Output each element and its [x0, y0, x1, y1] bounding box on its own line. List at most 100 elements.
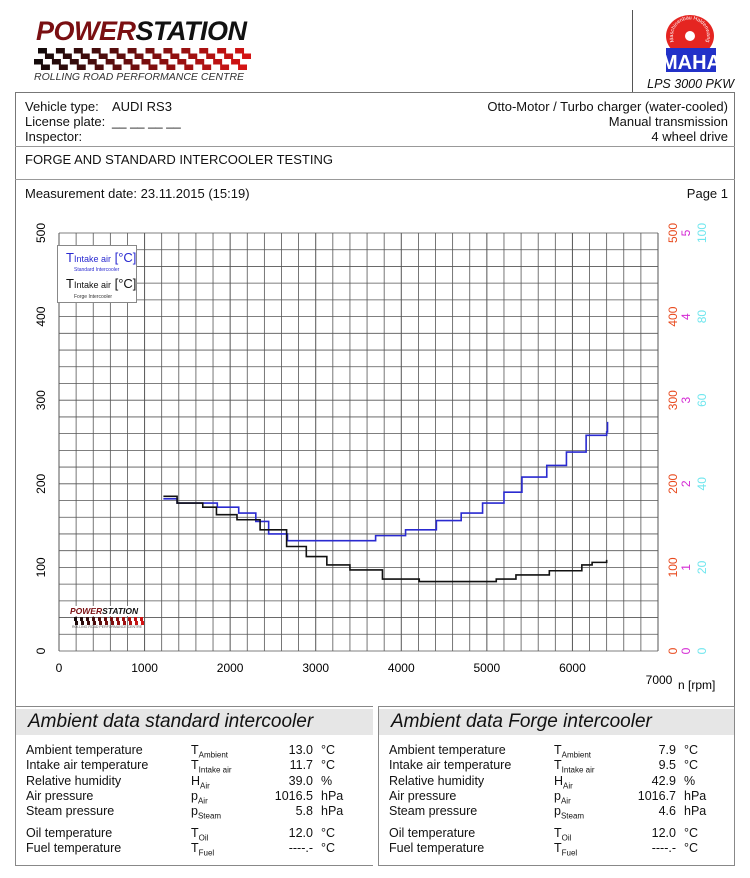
- ambient-value: 9.5: [658, 758, 676, 773]
- ambient-symbol: TFuel: [191, 841, 214, 858]
- ambient-unit: °C: [684, 825, 699, 840]
- right-axis-tick-label: 40: [695, 477, 709, 491]
- ambient-symbol: TAmbient: [191, 743, 228, 760]
- ambient-value: 5.8: [295, 804, 313, 819]
- checker-square: [202, 64, 212, 70]
- checker-square: [224, 53, 234, 59]
- maha-text: MAHA: [661, 52, 721, 74]
- checker-square: [188, 53, 198, 59]
- right-axis-tick-label: 500: [666, 223, 680, 243]
- ambient-label: Ambient temperature: [26, 743, 143, 757]
- ambient-value: ----.-: [288, 840, 313, 855]
- report-frame: [15, 92, 735, 710]
- checker-square: [217, 48, 227, 54]
- right-axis-tick-label: 60: [695, 393, 709, 407]
- ambient-unit: °C: [321, 825, 336, 840]
- checker-square: [116, 617, 119, 621]
- ambient-value: 42.9: [651, 773, 676, 788]
- ambient-row: Air pressure pAir 1016.7 hPa: [389, 789, 734, 806]
- symbol-main: H: [554, 773, 564, 788]
- checker-square: [58, 64, 68, 70]
- checker-square: [69, 59, 79, 65]
- symbol-sub: Fuel: [198, 848, 215, 858]
- y-tick-label: 0: [34, 647, 48, 654]
- inspector-label: Inspector:: [25, 129, 83, 144]
- maha-logo: Maschinenbau Haldenwang MAHA: [661, 15, 721, 74]
- ambient-label: Air pressure: [26, 788, 94, 803]
- ambient-row: Steam pressure pSteam 4.6 hPa: [389, 804, 734, 821]
- checker-square: [177, 59, 187, 65]
- checkered-flag-icon: [34, 48, 251, 70]
- checker-square: [145, 48, 155, 54]
- checker-square: [122, 617, 125, 621]
- right-axis-tick-label: 1: [679, 564, 693, 571]
- symbol-sub: Air: [560, 796, 571, 806]
- checker-square: [141, 621, 144, 625]
- checker-square: [51, 59, 61, 65]
- test-title: FORGE AND STANDARD INTERCOOLER TESTING: [25, 152, 333, 167]
- symbol-sub: Oil: [561, 833, 572, 842]
- checker-square: [74, 617, 77, 621]
- symbol-main: T: [554, 743, 562, 757]
- checker-square: [129, 621, 132, 625]
- ambient-unit: °C: [321, 758, 336, 773]
- checker-square: [163, 48, 173, 54]
- checker-square: [105, 621, 108, 625]
- x-tick-label: 4000: [388, 661, 415, 675]
- ambient-value: 39.0: [288, 773, 313, 788]
- symbol-sub: Oil: [198, 833, 209, 842]
- checker-square: [110, 617, 113, 621]
- checker-square: [80, 53, 90, 59]
- ambient-row: Fuel temperature TFuel ----.- °C: [26, 840, 373, 858]
- checker-square: [213, 59, 223, 65]
- legend-standard: TIntake air [°C]: [66, 250, 137, 265]
- symbol-main: p: [554, 788, 561, 803]
- series-line-standard-intercooler: [163, 421, 609, 542]
- ambient-standard-title: Ambient data standard intercooler: [16, 709, 373, 735]
- ambient-label: Steam pressure: [26, 804, 115, 819]
- symbol-main: T: [554, 758, 562, 773]
- logo-text-station: STATION: [135, 16, 248, 46]
- ambient-row: Oil temperature TOil 12.0 °C: [389, 825, 734, 843]
- checker-square: [231, 59, 241, 65]
- right-axis-tick-label: 100: [666, 557, 680, 577]
- checker-square: [62, 53, 72, 59]
- ambient-label: Intake air temperature: [26, 758, 149, 773]
- ambient-label: Fuel temperature: [26, 840, 122, 855]
- symbol-sub: Intake air: [561, 765, 595, 775]
- symbol-main: p: [191, 804, 198, 819]
- checker-square: [55, 48, 65, 54]
- symbol-main: p: [191, 788, 198, 803]
- checker-square: [170, 53, 180, 59]
- y-tick-label: 400: [34, 306, 48, 326]
- ambient-label: Oil temperature: [26, 825, 113, 840]
- ambient-unit: hPa: [321, 804, 344, 819]
- x-tick-label: 0: [56, 661, 63, 675]
- checker-square: [93, 621, 96, 625]
- checker-square: [184, 64, 194, 70]
- ambient-symbol: pAir: [554, 789, 571, 806]
- drive-type: 4 wheel drive: [651, 129, 728, 144]
- watermark-checker-icon: [74, 617, 144, 625]
- transmission: Manual transmission: [608, 114, 728, 129]
- checker-square: [40, 64, 50, 70]
- license-plate-label: License plate:: [25, 114, 106, 129]
- symbol-sub: Air: [200, 781, 210, 791]
- ambient-standard-panel: Ambient data standard intercooler Ambien…: [15, 706, 373, 866]
- symbol-main: T: [191, 825, 199, 840]
- x-tick-label: 1000: [131, 661, 158, 675]
- ambient-label: Ambient temperature: [389, 743, 506, 757]
- checker-square: [73, 48, 83, 54]
- checker-square: [134, 53, 144, 59]
- checker-square: [98, 53, 108, 59]
- checker-square: [199, 48, 209, 54]
- symbol-main: T: [191, 743, 199, 757]
- checker-square: [235, 48, 245, 54]
- ambient-row: Air pressure pAir 1016.5 hPa: [26, 788, 373, 806]
- checker-square: [98, 617, 101, 621]
- ambient-row: Steam pressure pSteam 5.8 hPa: [26, 804, 373, 821]
- checker-square: [242, 53, 251, 59]
- legend-forge: TIntake air [°C]: [66, 276, 137, 291]
- right-axis-tick-label: 200: [666, 473, 680, 493]
- ambient-row: Intake air temperature TIntake air 11.7 °C: [26, 758, 373, 775]
